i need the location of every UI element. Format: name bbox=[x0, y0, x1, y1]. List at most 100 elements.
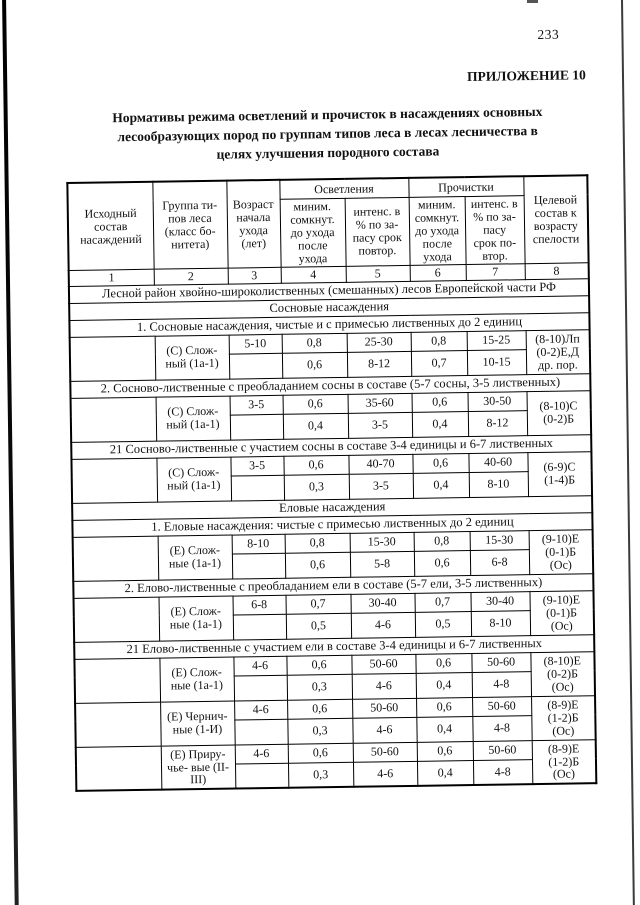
document-title: Нормативы режима осветлений и прочисток … bbox=[112, 103, 543, 163]
cell-value: 50-60 bbox=[352, 742, 417, 763]
cell-age-empty bbox=[230, 475, 285, 501]
cell-age: 4-6 bbox=[234, 699, 288, 720]
cell-value: 0,7 bbox=[414, 592, 471, 613]
cell-value: 8-12 bbox=[346, 351, 412, 378]
cell-value: 0,6 bbox=[287, 699, 353, 719]
cell-value: 40-60 bbox=[468, 452, 528, 473]
cell-group-label: (С) Слож- ный (1а-1) bbox=[156, 456, 232, 502]
column-number: 7 bbox=[465, 263, 525, 281]
cell-group-label: (С) Слож- ный (1а-1) bbox=[155, 395, 231, 441]
scan-edge-right-line bbox=[621, 0, 635, 905]
cell-value: 15-30 bbox=[469, 530, 529, 551]
cell-group-label: (С) Слож- ный (1а-1) bbox=[154, 334, 230, 380]
header-min-closure-pro: миним. сомкнут. до ухода после ухода bbox=[408, 196, 466, 266]
cell-value: 0,6 bbox=[416, 697, 473, 718]
cell-value: 0,3 bbox=[286, 674, 353, 700]
cell-target: (9-10)Е (0-1)Б (Ос) bbox=[528, 529, 594, 575]
header-age-start: Возраст начала ухода (лет) bbox=[226, 180, 281, 268]
scan-edge-left-line bbox=[2, 0, 19, 905]
cell-value: 0,4 bbox=[416, 760, 474, 787]
cell-age-empty bbox=[234, 718, 288, 745]
cell-age-empty bbox=[234, 762, 289, 789]
document-page: 233 ПРИЛОЖЕНИЕ 10 Нормативы режима освет… bbox=[64, 16, 599, 793]
cell-value: 15-30 bbox=[349, 532, 414, 553]
cell-value: 8-10 bbox=[468, 471, 529, 498]
cell-value: 4-8 bbox=[471, 671, 532, 698]
cell-value: 0,6 bbox=[412, 453, 469, 474]
cell-age: 3-5 bbox=[229, 395, 283, 415]
cell-value: 0,6 bbox=[416, 741, 473, 762]
cell-value: 0,3 bbox=[287, 718, 353, 744]
cell-value: 0,3 bbox=[287, 762, 354, 788]
column-number: 1 bbox=[68, 268, 154, 287]
cell-value: 0,4 bbox=[415, 672, 473, 699]
cell-initial-composition bbox=[72, 535, 159, 582]
page-number: 233 bbox=[537, 26, 560, 42]
header-prochistki: Прочистки bbox=[408, 176, 524, 198]
cell-group-label: (Е) Слож- ные (1а-1) bbox=[159, 656, 235, 702]
cell-initial-composition bbox=[69, 335, 156, 382]
cell-value: 5-8 bbox=[349, 551, 415, 578]
cell-age-empty bbox=[229, 414, 284, 440]
cell-value: 4-6 bbox=[351, 673, 417, 700]
column-number: 6 bbox=[409, 264, 466, 282]
header-forest-type-group: Группа ти- пов леса (класс бо- нитета) bbox=[152, 181, 228, 269]
header-intensity-osv: интенс. в % по за- пасу срок повтор. bbox=[344, 197, 410, 267]
cell-age-empty bbox=[231, 553, 286, 579]
cell-group-label: (Е) Слож- ные (1а-1) bbox=[158, 595, 234, 641]
cell-value: 3-5 bbox=[347, 412, 413, 439]
cell-value: 15-25 bbox=[466, 330, 526, 351]
cell-initial-composition bbox=[75, 745, 162, 792]
cell-value: 35-60 bbox=[347, 393, 412, 414]
cell-value: 0,6 bbox=[281, 352, 348, 379]
cell-value: 6-8 bbox=[469, 549, 530, 576]
cell-value: 4-8 bbox=[472, 759, 533, 786]
cell-value: 25-30 bbox=[346, 332, 411, 353]
cell-group-label: (Е) Слож- ные (1а-1) bbox=[157, 534, 233, 580]
cell-target: (8-9)Е (1-2)Б (Ос) bbox=[531, 739, 597, 785]
column-number: 2 bbox=[153, 267, 228, 285]
cell-initial-composition bbox=[70, 396, 157, 443]
cell-age-empty bbox=[228, 353, 283, 379]
cell-value: 0,6 bbox=[287, 743, 353, 763]
header-target-composition: Целевой состав к возрасту спелости bbox=[523, 175, 589, 264]
cell-age: 8-10 bbox=[231, 534, 285, 554]
cell-value: 0,6 bbox=[415, 653, 472, 674]
cell-value: 30-40 bbox=[470, 591, 530, 612]
header-min-closure-osv: миним. сомкнут. до ухода после ухода bbox=[279, 198, 346, 268]
cell-age: 4-6 bbox=[234, 743, 288, 764]
column-number: 3 bbox=[227, 267, 281, 284]
cell-value: 0,5 bbox=[414, 611, 472, 638]
cell-value: 4-6 bbox=[352, 761, 418, 788]
cell-group-label: (Е) Приру- чье- вые (II- III) bbox=[160, 744, 236, 790]
cell-value: 0,8 bbox=[413, 531, 470, 552]
column-number: 5 bbox=[345, 265, 410, 283]
cell-age-empty bbox=[232, 614, 287, 640]
cell-value: 0,8 bbox=[284, 533, 350, 554]
column-number: 4 bbox=[280, 266, 346, 284]
cell-value: 0,6 bbox=[284, 552, 351, 579]
cell-value: 0,6 bbox=[282, 394, 348, 415]
cell-initial-composition bbox=[73, 596, 160, 643]
cell-value: 50-60 bbox=[351, 654, 416, 675]
cell-target: (9-10)Е (0-1)Б (Ос) bbox=[529, 590, 595, 636]
cell-value: 0,6 bbox=[411, 392, 468, 413]
cell-value: 0,4 bbox=[416, 716, 473, 743]
cell-value: 50-60 bbox=[352, 698, 417, 719]
cell-initial-composition bbox=[71, 457, 158, 504]
cell-target: (8-10)Лп (0-2)Е,Д др. пор. bbox=[525, 329, 591, 375]
cell-value: 0,5 bbox=[285, 613, 352, 640]
cell-value: 30-40 bbox=[350, 593, 415, 614]
cell-age: 4-6 bbox=[233, 656, 287, 676]
cell-target: (8-9)Е (1-2)Б (Ос) bbox=[531, 695, 596, 741]
cell-group-label: (Е) Чернич- ные (1-И) bbox=[160, 700, 235, 746]
cell-value: 0,4 bbox=[411, 411, 469, 438]
cell-age-empty bbox=[233, 675, 288, 701]
cell-value: 30-50 bbox=[467, 391, 527, 412]
cell-value: 40-70 bbox=[348, 454, 413, 475]
cell-value: 4-8 bbox=[472, 715, 532, 742]
header-intensity-pro: интенс. в % по за- пасу срок по- втор. bbox=[464, 195, 525, 265]
cell-target: (8-10)Е (0-2)Б (Ос) bbox=[530, 651, 596, 697]
cell-value: 0,4 bbox=[282, 413, 349, 440]
cell-value: 10-15 bbox=[466, 349, 527, 376]
